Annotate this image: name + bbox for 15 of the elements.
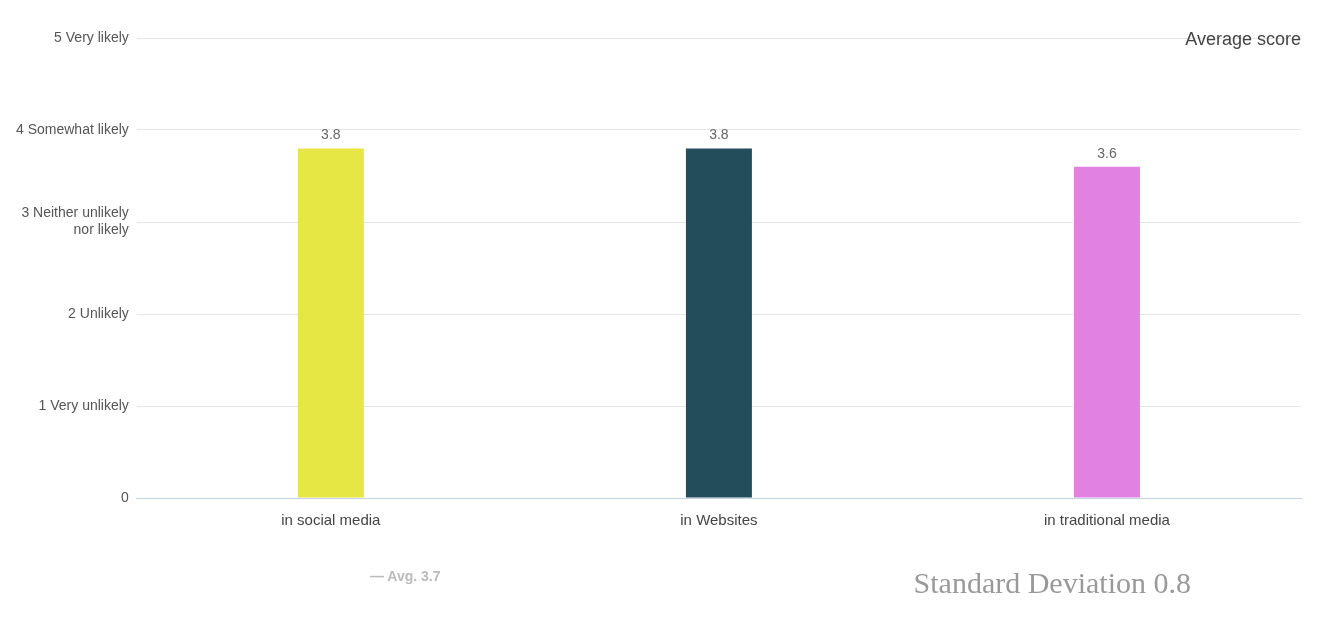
data-label: 3.6: [1097, 144, 1117, 161]
text: — Avg. 3.7: [370, 567, 441, 584]
annotation: Average score: [1185, 28, 1301, 49]
data-label: 3.8: [321, 126, 341, 143]
text: Standard Deviation 0.8: [913, 565, 1191, 599]
y-tick-label: 3 Neither unlikely nor likely: [21, 204, 129, 238]
data-label: 3.8: [709, 126, 729, 143]
x-tick-label: in Websites: [680, 511, 758, 529]
y-tick-label: 4 Somewhat likely: [16, 120, 129, 137]
y-tick-label: 2 Unlikely: [68, 304, 129, 321]
y-tick-label: 1 Very unlikely: [38, 396, 129, 413]
x-tick-label: in social media: [281, 511, 382, 529]
y-tick-label: 5 Very likely: [54, 28, 129, 45]
x-tick-label: in traditional media: [1044, 511, 1171, 529]
y-tick-label: 0: [121, 488, 130, 505]
